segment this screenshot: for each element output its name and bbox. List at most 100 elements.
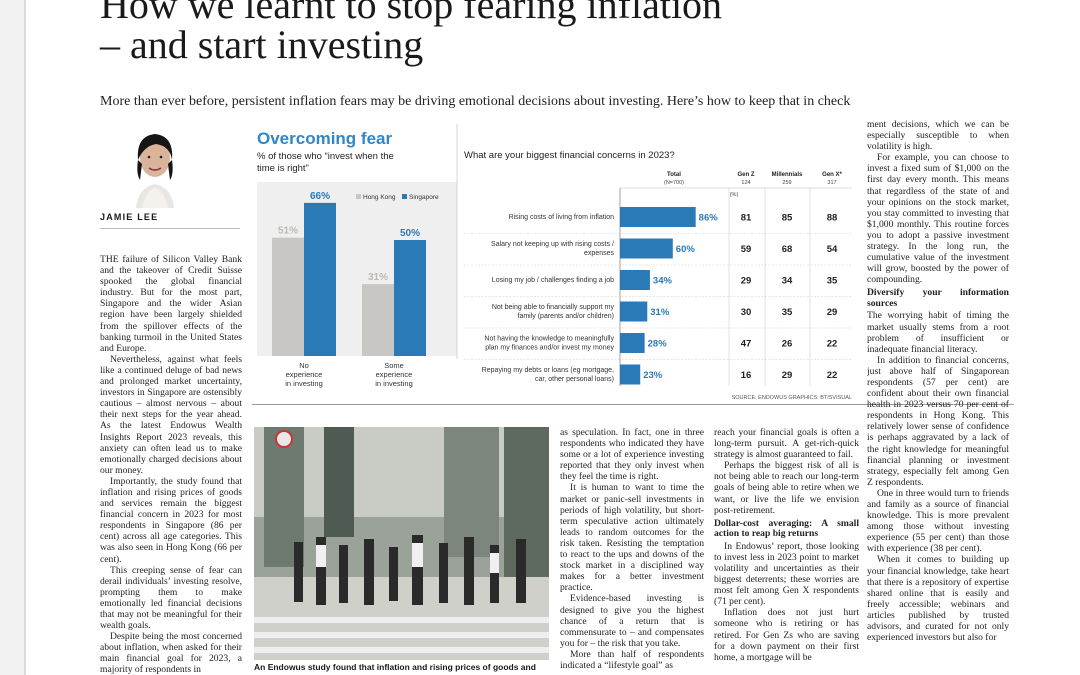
chart-bottom-rule bbox=[252, 404, 1014, 405]
subheading: Dollar-cost averaging: A small action to… bbox=[714, 517, 859, 540]
millennials-value: 29 bbox=[782, 370, 793, 381]
paragraph: In Endowus’ report, those looking to inv… bbox=[714, 540, 859, 608]
unit-label: (%) bbox=[730, 192, 739, 198]
col-header-genx: Gen X* bbox=[822, 172, 842, 178]
col-header-genx-n: 317 bbox=[827, 180, 836, 186]
paragraph: Importantly, the study found that inflat… bbox=[100, 475, 242, 565]
paragraph: It is human to want to time the market o… bbox=[560, 482, 704, 594]
row-label: Repaying my debts or loans (eg mortgage, bbox=[482, 367, 614, 374]
paragraph: THE failure of Silicon Valley Bank and t… bbox=[100, 254, 242, 354]
headline-line-1: How we learnt to stop fearing inflation bbox=[100, 0, 723, 27]
category-label: experience bbox=[376, 370, 413, 379]
total-value-label: 23% bbox=[643, 370, 663, 381]
millennials-value: 85 bbox=[782, 213, 793, 224]
author-photo bbox=[116, 124, 194, 208]
paragraph: When it comes to building up your financ… bbox=[867, 554, 1009, 644]
subheading: Diversify your information sources bbox=[867, 287, 1009, 309]
paragraph: The worrying habit of timing the market … bbox=[867, 310, 1009, 355]
total-bar bbox=[620, 238, 673, 259]
total-value-label: 34% bbox=[653, 276, 673, 287]
paragraph: reach your financial goals is often a lo… bbox=[714, 427, 859, 461]
table-chart-title: What are your biggest financial concerns… bbox=[464, 150, 675, 161]
legend-swatch-singapore bbox=[402, 194, 407, 199]
bar-hongkong bbox=[362, 284, 394, 356]
legend-swatch-hongkong bbox=[356, 194, 361, 199]
total-bar bbox=[620, 270, 650, 290]
total-bar bbox=[620, 364, 641, 385]
bar-value-label: 50% bbox=[400, 228, 420, 239]
row-label: expenses bbox=[584, 250, 614, 257]
col-header-total: Total bbox=[667, 172, 681, 178]
category-label: Some bbox=[384, 361, 404, 370]
total-bar bbox=[620, 333, 645, 353]
paragraph: Evidence-based investing is designed to … bbox=[560, 593, 704, 649]
genz-value: 16 bbox=[741, 370, 752, 381]
category-label: No bbox=[299, 361, 309, 370]
article-column-1: THE failure of Silicon Valley Bank and t… bbox=[100, 254, 242, 674]
paragraph: One in three would turn to friends and f… bbox=[867, 487, 1009, 555]
category-label: in investing bbox=[375, 379, 413, 388]
chart-source: SOURCE: ENDOWUS GRAPHICS: BT/SVISUAL bbox=[732, 395, 852, 401]
millennials-value: 35 bbox=[782, 307, 793, 318]
chart-panel: Overcoming fear % of those who “invest w… bbox=[257, 124, 852, 401]
genz-value: 59 bbox=[741, 244, 752, 255]
genx-value: 54 bbox=[827, 244, 838, 255]
paragraph: ment decisions, which we can be especial… bbox=[867, 119, 1009, 153]
millennials-value: 68 bbox=[782, 244, 793, 255]
genx-value: 88 bbox=[827, 213, 838, 224]
total-bar bbox=[620, 207, 696, 227]
chart-title: Overcoming fear bbox=[257, 129, 392, 148]
millennials-value: 34 bbox=[782, 276, 793, 287]
col-header-genz: Gen Z bbox=[737, 172, 754, 178]
paragraph: Nevertheless, against what feels like a … bbox=[100, 353, 242, 476]
bar-value-label: 51% bbox=[278, 226, 298, 237]
paragraph: Inflation does not just hurt someone who… bbox=[714, 607, 859, 663]
bar-singapore bbox=[394, 240, 426, 356]
chart-subtitle-line-2: time is right” bbox=[257, 163, 309, 174]
genx-value: 22 bbox=[827, 339, 838, 350]
article-column-3: as speculation. In fact, one in three re… bbox=[560, 427, 704, 675]
standfirst: More than ever before, persistent inflat… bbox=[100, 94, 851, 109]
row-label: family (parents and/or children) bbox=[518, 313, 615, 320]
total-value-label: 86% bbox=[699, 213, 719, 224]
genz-value: 47 bbox=[741, 339, 752, 350]
row-label: plan my finances and/or invest my money bbox=[485, 345, 614, 352]
bar-value-label: 31% bbox=[368, 272, 388, 283]
bar-singapore bbox=[304, 202, 336, 356]
row-label: Salary not keeping up with rising costs … bbox=[491, 241, 614, 248]
author-byline: JAMIE LEE bbox=[100, 212, 159, 222]
total-value-label: 31% bbox=[650, 307, 670, 318]
headline-line-2: – and start investing bbox=[100, 22, 424, 67]
total-bar bbox=[620, 301, 648, 322]
col-header-millennials-n: 259 bbox=[782, 180, 791, 186]
bar-value-label: 66% bbox=[310, 191, 330, 202]
legend-label-singapore: Singapore bbox=[409, 194, 439, 201]
genx-value: 29 bbox=[827, 307, 838, 318]
paragraph: For example, you can choose to invest a … bbox=[867, 152, 1009, 286]
category-label: experience bbox=[286, 370, 323, 379]
genz-value: 81 bbox=[741, 213, 752, 224]
page-gutter-line bbox=[24, 0, 26, 675]
legend-label-hongkong: Hong Kong bbox=[363, 194, 396, 201]
bar-hongkong bbox=[272, 237, 304, 356]
row-label: Not having the knowledge to meaningfully bbox=[484, 336, 614, 343]
genx-value: 22 bbox=[827, 370, 838, 381]
paragraph: Despite being the most concerned about i… bbox=[100, 631, 242, 674]
row-label: Losing my job / challenges finding a job bbox=[492, 277, 614, 284]
byline-rule bbox=[100, 228, 240, 229]
total-value-label: 60% bbox=[676, 244, 696, 255]
col-header-total-n: (N=700) bbox=[664, 180, 684, 186]
paragraph: Perhaps the biggest risk of all is not b… bbox=[714, 460, 859, 516]
article-column-5: ment decisions, which we can be especial… bbox=[867, 119, 1009, 675]
row-label: Rising costs of living from inflation bbox=[509, 214, 615, 221]
row-label: car, other personal loans) bbox=[535, 376, 614, 383]
total-value-label: 28% bbox=[648, 339, 668, 350]
street-photo bbox=[254, 427, 549, 660]
genz-value: 30 bbox=[741, 307, 752, 318]
article-column-4: reach your financial goals is often a lo… bbox=[714, 427, 859, 675]
chart-subtitle-line-1: % of those who “invest when the bbox=[257, 151, 394, 162]
col-header-genz-n: 124 bbox=[741, 180, 750, 186]
paragraph: In addition to financial concerns, just … bbox=[867, 354, 1009, 488]
genx-value: 35 bbox=[827, 276, 838, 287]
page-gutter bbox=[0, 0, 24, 675]
